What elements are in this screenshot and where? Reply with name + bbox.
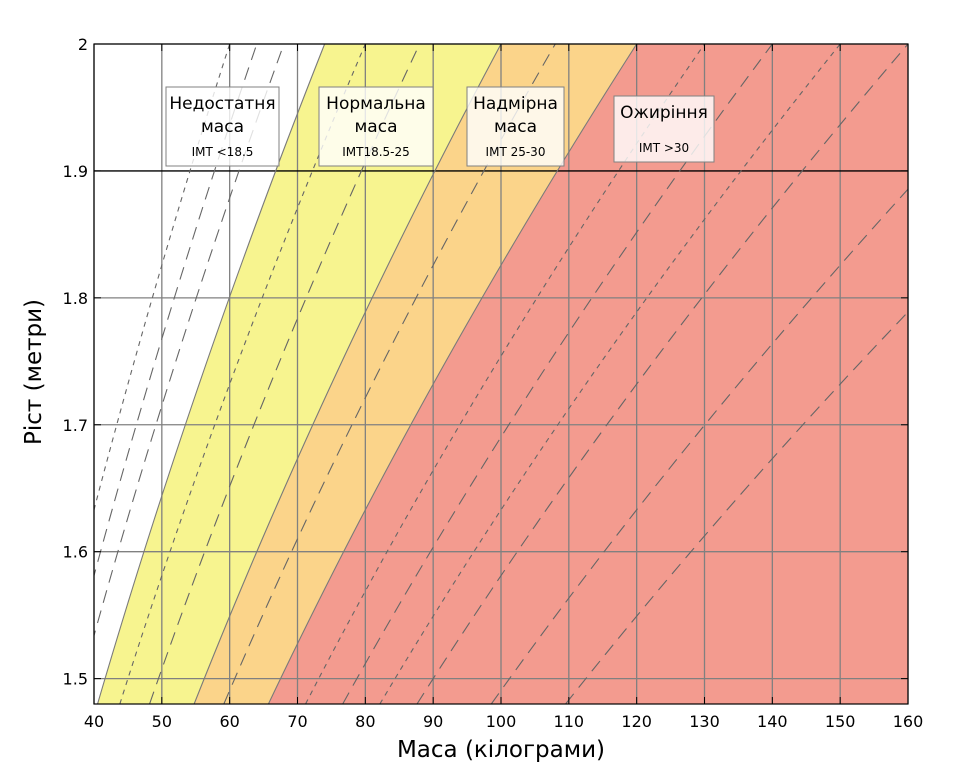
band-4 bbox=[268, 44, 908, 704]
zone-label-box bbox=[613, 95, 715, 163]
y-axis-title: Ріст (метри) bbox=[21, 299, 47, 445]
zone-label-box bbox=[165, 86, 280, 167]
band-1 bbox=[94, 44, 325, 704]
zone-title-line: Надмірна bbox=[473, 94, 558, 114]
x-tick-label: 130 bbox=[689, 712, 720, 731]
y-tick-label: 1.7 bbox=[63, 416, 88, 435]
zone-label-box bbox=[466, 86, 565, 167]
x-tick-label: 110 bbox=[554, 712, 585, 731]
zone-label-4: Ожиріння IMT >30 bbox=[613, 95, 715, 163]
y-tick-label: 1.5 bbox=[63, 670, 88, 689]
zone-title-line: Нормальна bbox=[326, 94, 426, 114]
band-boundary-line bbox=[267, 44, 638, 704]
x-tick-label: 80 bbox=[355, 712, 375, 731]
band-2 bbox=[97, 44, 501, 704]
x-tick-label: 40 bbox=[84, 712, 104, 731]
bmi-dotted-line bbox=[305, 44, 705, 704]
zone-title-line: маса bbox=[494, 117, 537, 137]
bmi-dashed-line bbox=[416, 44, 908, 704]
zone-label-1: Недостатня маса IMT <18.5 bbox=[165, 86, 280, 167]
bmi-dotted-line bbox=[379, 44, 841, 704]
zone-title-line: маса bbox=[354, 117, 397, 137]
x-tick-label: 60 bbox=[219, 712, 239, 731]
zone-title-line: маса bbox=[201, 117, 244, 137]
zone-subtitle: IMT18.5-25 bbox=[342, 145, 410, 159]
x-tick-label: 100 bbox=[486, 712, 517, 731]
y-tick-label: 1.8 bbox=[63, 289, 88, 308]
band-boundary-line bbox=[193, 44, 502, 704]
x-axis-title: Маса (кілограми) bbox=[397, 737, 605, 763]
x-tick-label: 140 bbox=[757, 712, 788, 731]
x-tick-label: 120 bbox=[621, 712, 652, 731]
band-boundary-line bbox=[97, 44, 326, 704]
x-tick-label: 160 bbox=[893, 712, 924, 731]
zone-label-3: Надмірна маса IMT 25-30 bbox=[466, 86, 565, 167]
zone-title-line: Недостатня bbox=[169, 94, 275, 114]
zone-subtitle: IMT >30 bbox=[639, 141, 689, 155]
y-tick-label: 1.6 bbox=[63, 543, 88, 562]
y-tick-label: 1.9 bbox=[63, 162, 88, 181]
zone-subtitle: IMT <18.5 bbox=[192, 145, 254, 159]
zone-label-2: Нормальна маса IMT18.5-25 bbox=[318, 86, 434, 167]
band-3 bbox=[194, 44, 637, 704]
x-tick-label: 150 bbox=[825, 712, 856, 731]
bmi-dashed-line bbox=[490, 188, 908, 704]
y-tick-label: 2 bbox=[78, 35, 88, 54]
zone-label-box bbox=[318, 86, 434, 167]
zone-title-line: Ожиріння bbox=[620, 103, 708, 123]
x-tick-label: 50 bbox=[152, 712, 172, 731]
x-tick-label: 70 bbox=[287, 712, 307, 731]
zone-subtitle: IMT 25-30 bbox=[486, 145, 546, 159]
x-tick-label: 90 bbox=[423, 712, 443, 731]
